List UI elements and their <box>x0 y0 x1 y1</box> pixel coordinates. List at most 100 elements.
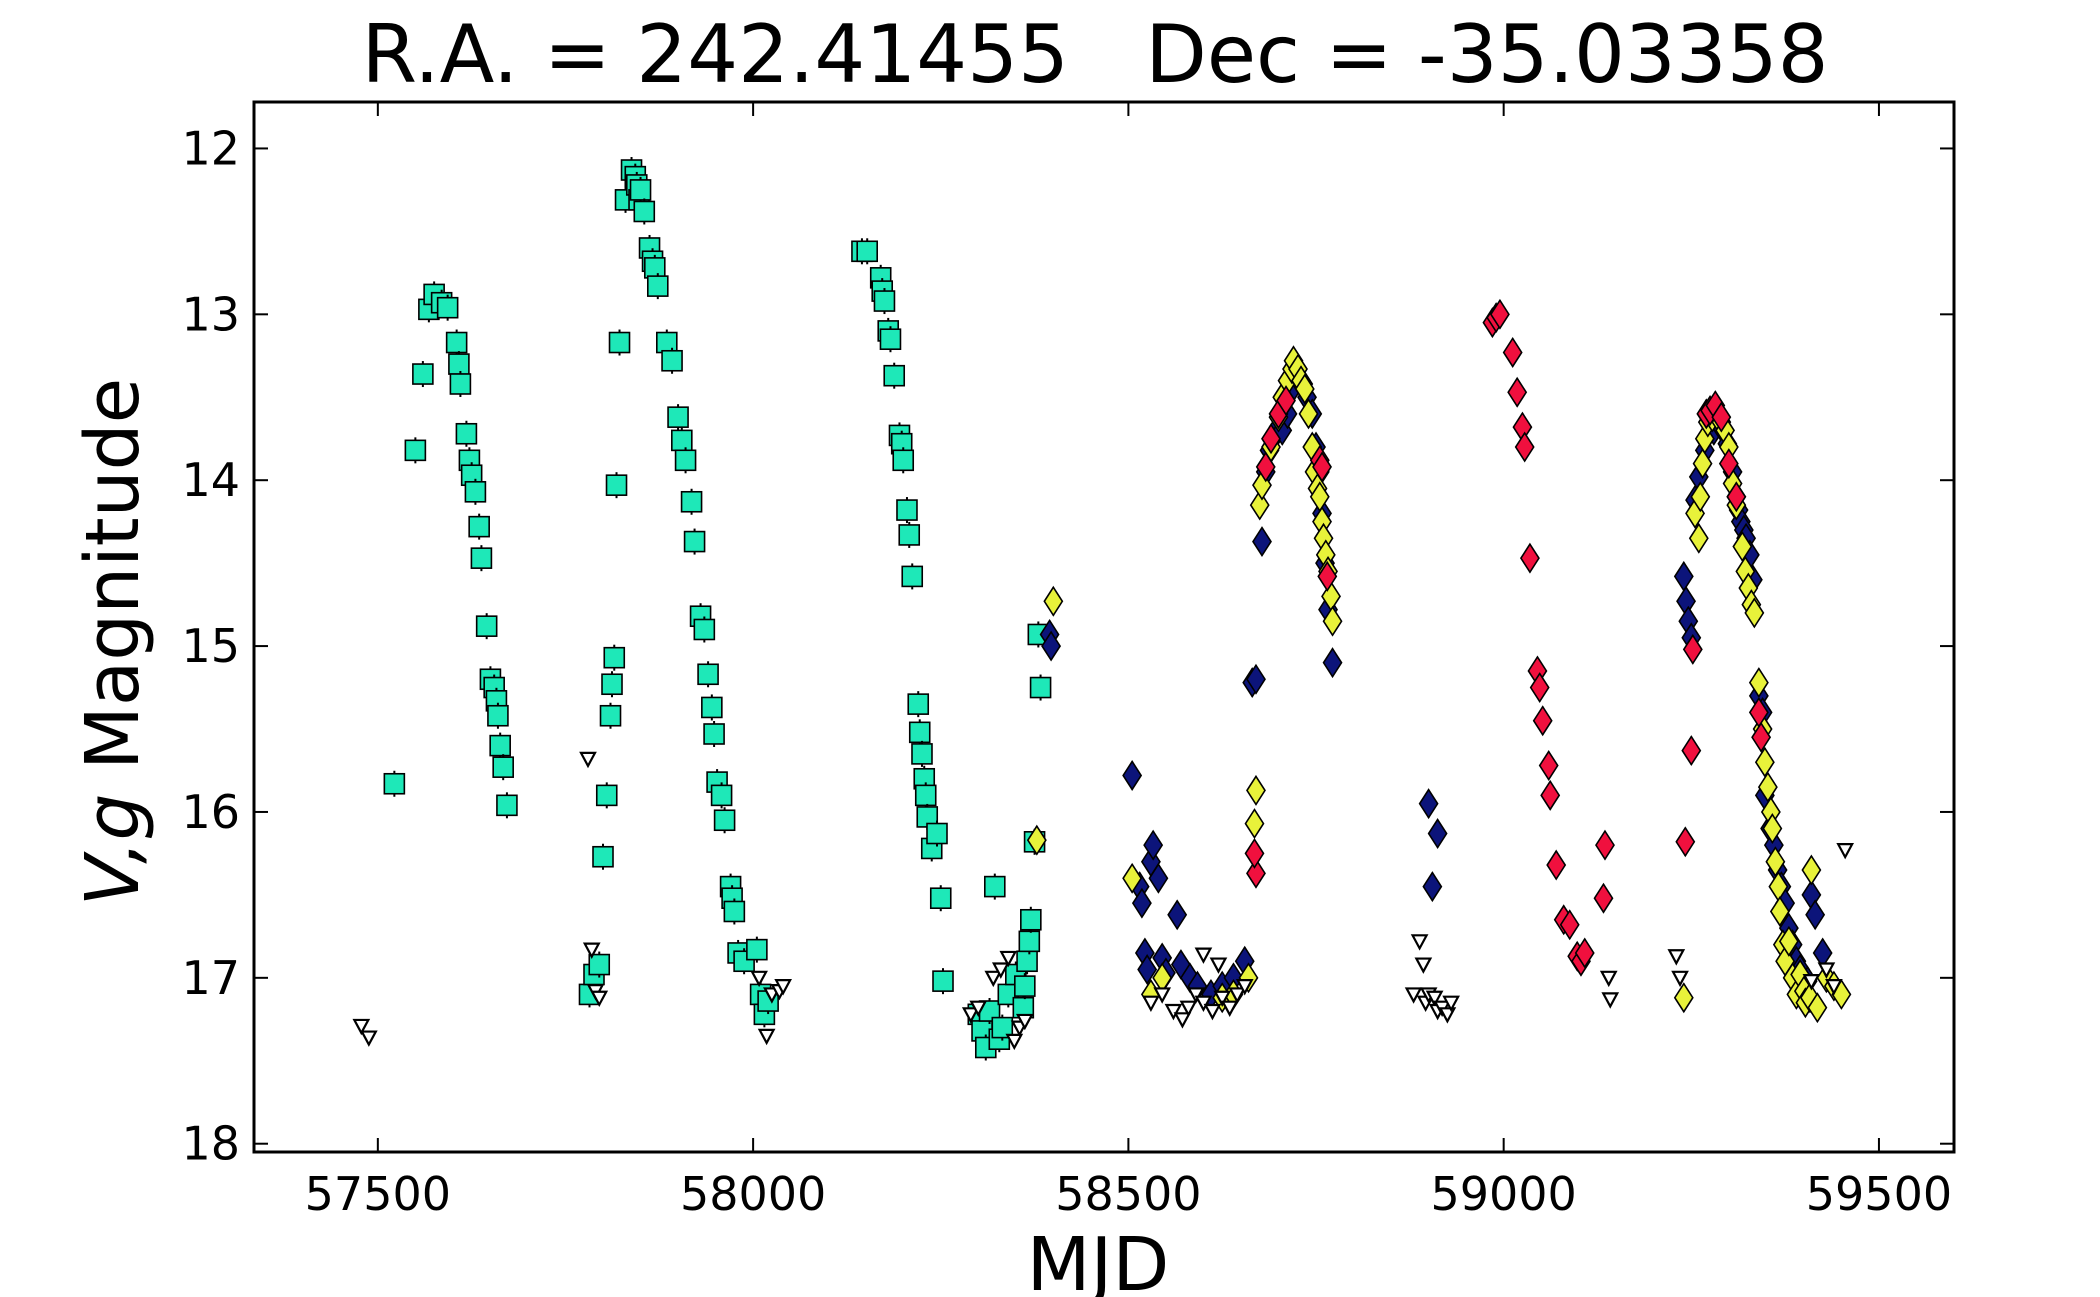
data-point-square <box>898 524 921 546</box>
data-point-square <box>907 693 930 715</box>
y-tick-label: 18 <box>181 1117 240 1171</box>
upper-limit-marker <box>1203 1003 1222 1021</box>
data-point-square <box>455 422 478 445</box>
data-point-diamond <box>1595 829 1615 861</box>
data-point-diamond <box>1574 937 1595 969</box>
data-point-square <box>595 784 618 807</box>
x-axis-label: MJD <box>1027 1222 1170 1297</box>
data-point-square <box>601 673 623 696</box>
data-point-square <box>710 784 733 807</box>
data-point-square <box>448 353 470 375</box>
upper-limit-marker <box>969 1000 988 1018</box>
data-point-diamond <box>1322 605 1343 637</box>
upper-limit-marker <box>999 950 1018 968</box>
upper-limit-marker <box>1173 1012 1192 1029</box>
data-point-diamond <box>1312 451 1332 483</box>
data-point-square <box>713 809 736 832</box>
data-point-square <box>475 615 498 637</box>
upper-limit-marker <box>1228 987 1247 1004</box>
data-point-square <box>1020 908 1042 931</box>
data-point-square <box>470 547 493 569</box>
upper-limit-marker <box>1209 957 1228 974</box>
data-point-diamond <box>1593 882 1614 914</box>
data-point-square <box>746 938 768 961</box>
data-point-square <box>667 406 689 428</box>
data-point-diamond <box>1502 336 1523 368</box>
upper-limit-marker <box>1667 949 1686 966</box>
data-point-diamond <box>1244 837 1265 869</box>
data-point-square <box>697 663 719 686</box>
upper-limit-marker <box>1220 1000 1239 1018</box>
upper-limit-marker <box>1802 974 1821 991</box>
upper-limit-marker <box>1015 1013 1034 1031</box>
data-point-square <box>901 565 924 588</box>
upper-limit-marker <box>1404 987 1423 1004</box>
data-point-diamond <box>1298 398 1319 430</box>
data-point-diamond <box>1546 849 1567 881</box>
data-point-square <box>603 646 626 669</box>
data-point-square <box>449 373 472 395</box>
y-axis-label-italic: V,g <box>70 793 156 906</box>
upper-limit-marker <box>757 1028 776 1046</box>
data-point-square <box>911 743 933 765</box>
upper-limit-marker <box>359 1030 378 1047</box>
upper-limit-marker <box>1153 987 1172 1004</box>
upper-limit-marker <box>1235 979 1254 996</box>
data-point-diamond <box>1422 871 1443 903</box>
data-point-square <box>671 429 693 452</box>
data-point-diamond <box>1514 431 1535 463</box>
upper-limit-marker <box>1179 1000 1198 1018</box>
upper-limit-marker <box>582 942 601 959</box>
data-point-square <box>661 349 683 372</box>
data-point-diamond <box>1532 705 1553 737</box>
data-point-diamond <box>1322 647 1343 679</box>
upper-limit-marker <box>1164 1003 1183 1021</box>
data-point-square <box>932 970 954 992</box>
chart-title: R.A. = 242.41455 Dec = -35.03358 <box>362 8 1829 101</box>
y-tick-label: 17 <box>181 951 240 1005</box>
upper-limit-marker <box>590 990 609 1008</box>
upper-limit-marker <box>1410 934 1429 951</box>
upper-limit-marker <box>774 979 792 996</box>
data-point-square <box>468 515 490 538</box>
data-point-square <box>856 240 879 263</box>
upper-limit-marker <box>1425 990 1444 1008</box>
y-axis-label: V,g Magnitude <box>70 378 156 906</box>
data-point-diamond <box>1675 826 1696 858</box>
data-point-square <box>703 723 725 745</box>
data-point-diamond <box>1143 829 1164 861</box>
y-tick-label: 12 <box>181 121 240 175</box>
data-point-square <box>643 257 666 279</box>
upper-limit-marker <box>750 970 768 988</box>
data-point-square <box>592 845 614 868</box>
data-point-diamond <box>1805 899 1826 931</box>
upper-limit-marker <box>1599 970 1618 988</box>
data-point-diamond <box>1807 992 1828 1024</box>
upper-limit-marker <box>1194 995 1213 1013</box>
data-point-square <box>1029 676 1052 699</box>
data-point-square <box>908 721 931 744</box>
data-point-diamond <box>1519 542 1540 574</box>
upper-limit-marker <box>1187 987 1205 1004</box>
data-point-diamond <box>1540 779 1561 811</box>
data-point-diamond <box>1246 774 1266 806</box>
data-point-diamond <box>1244 808 1265 840</box>
upper-limit-marker <box>1825 979 1843 996</box>
upper-limit-marker <box>1438 1007 1457 1024</box>
data-point-square <box>492 756 514 778</box>
upper-limit-marker <box>1213 990 1232 1008</box>
data-point-square <box>929 887 952 910</box>
data-point-square <box>1018 930 1041 953</box>
data-point-diamond <box>1252 526 1272 558</box>
data-point-square <box>879 328 902 351</box>
data-point-diamond <box>1538 750 1559 781</box>
data-point-square <box>683 530 706 553</box>
data-point-diamond <box>1122 862 1143 894</box>
x-axis-ticks: 57500 58000 58500 59000 59500 <box>305 102 1952 1221</box>
y-axis-label-rest: Magnitude <box>70 378 156 794</box>
data-point-diamond <box>1317 560 1338 592</box>
data-point-diamond <box>1276 385 1296 417</box>
upper-limit-marker <box>1671 970 1689 988</box>
data-point-diamond <box>1778 925 1799 957</box>
